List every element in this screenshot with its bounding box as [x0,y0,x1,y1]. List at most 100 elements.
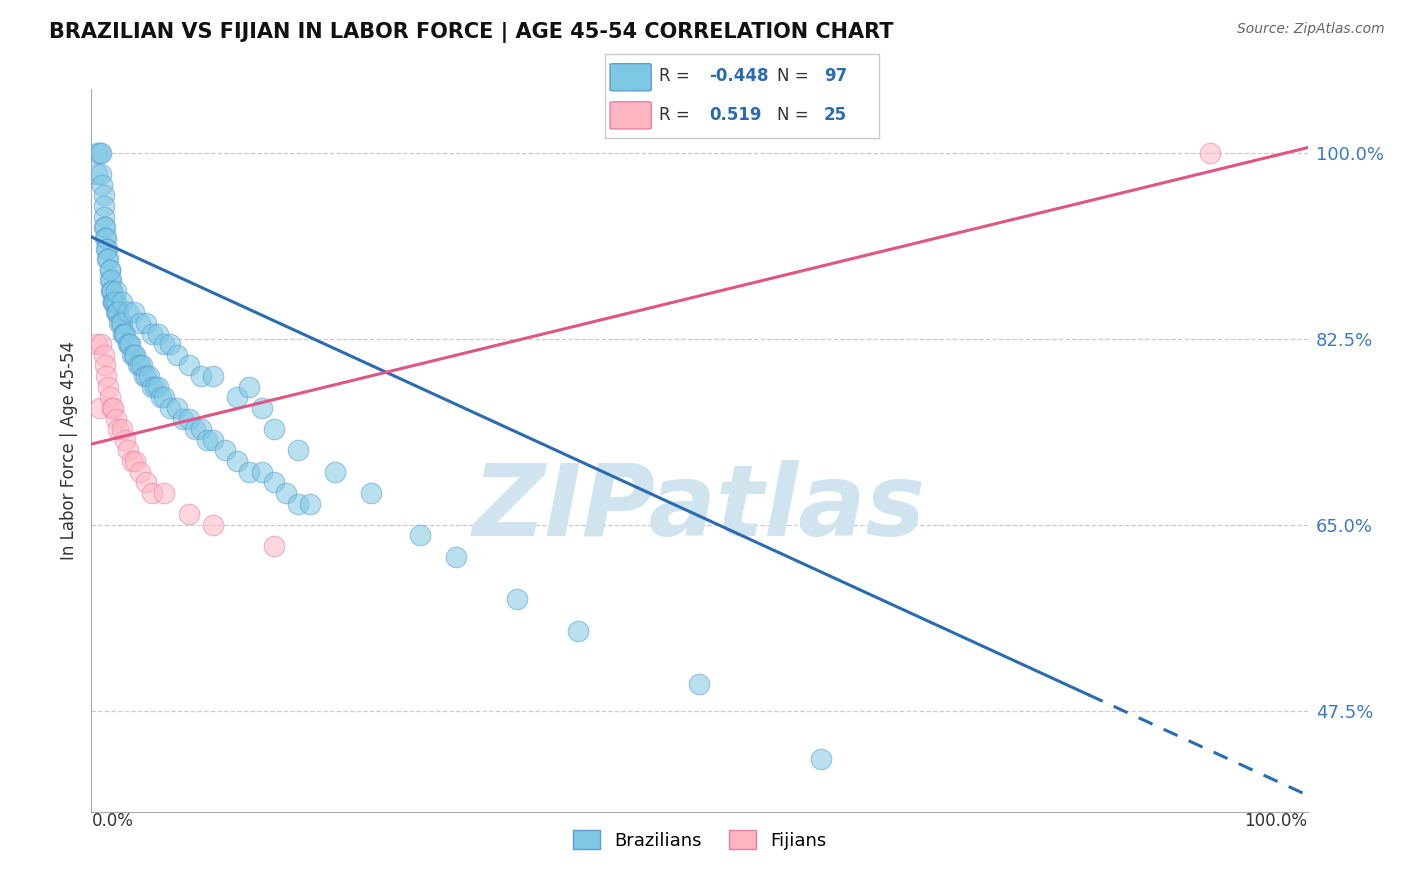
Point [117,443,139,458]
Point [166,401,188,415]
Point [190,369,212,384]
Point [121,454,143,468]
Point [148,326,170,341]
Point [299,497,322,511]
Point [226,454,249,468]
Point [103,294,125,309]
Point [108,316,131,330]
Point [132,369,155,384]
Point [111,422,134,436]
Point [177,411,200,425]
Text: R =: R = [659,105,696,123]
Point [287,497,309,511]
Point [195,433,218,447]
Point [190,422,212,436]
Point [131,359,153,373]
Point [159,337,181,351]
Text: Source: ZipAtlas.com: Source: ZipAtlas.com [1237,22,1385,37]
Point [107,305,129,319]
Point [153,486,176,500]
Point [86,167,108,181]
Point [124,348,146,362]
Text: -0.448: -0.448 [709,68,768,86]
Point [117,337,139,351]
Point [93,220,115,235]
Point [98,390,121,404]
Point [91,178,114,192]
Point [100,273,122,287]
Point [90,167,112,181]
Text: R =: R = [659,68,696,86]
Point [810,751,832,765]
Point [117,305,139,319]
FancyBboxPatch shape [610,63,651,91]
Point [103,294,125,309]
Point [111,294,134,309]
Point [127,359,149,373]
Point [129,316,152,330]
Point [112,326,135,341]
Point [114,326,136,341]
Point [263,539,285,553]
Point [135,316,157,330]
Text: 0.519: 0.519 [709,105,761,123]
Point [250,465,273,479]
Point [97,380,120,394]
Point [172,411,194,425]
Text: 97: 97 [824,68,848,86]
Text: 0.0%: 0.0% [91,812,134,830]
Point [567,624,589,639]
Point [94,231,117,245]
FancyBboxPatch shape [610,102,651,129]
Point [138,369,160,384]
Point [104,305,127,319]
Point [94,359,117,373]
Point [1199,145,1222,160]
Point [93,210,115,224]
Point [149,390,172,404]
Point [101,284,124,298]
Point [129,465,152,479]
Point [94,231,117,245]
Point [98,263,121,277]
Point [96,252,118,267]
Point [177,359,200,373]
Point [100,284,122,298]
Point [202,369,225,384]
Point [105,305,128,319]
Point [94,220,117,235]
Point [202,517,225,532]
Point [323,465,346,479]
Point [86,337,108,351]
Point [98,263,121,277]
Point [148,380,170,394]
Point [506,592,529,607]
Point [263,475,285,490]
Point [143,380,166,394]
Point [94,369,117,384]
Point [93,348,115,362]
Point [110,316,132,330]
Point [444,549,467,564]
Point [111,316,134,330]
Point [98,273,121,287]
Point [103,401,125,415]
Point [409,528,432,542]
Point [93,188,115,202]
Point [120,337,142,351]
Point [360,486,382,500]
Point [90,337,112,351]
Point [121,348,143,362]
Legend: Brazilians, Fijians: Brazilians, Fijians [565,823,834,857]
Point [135,475,157,490]
Point [129,359,152,373]
Point [122,305,145,319]
Point [122,348,145,362]
Point [93,199,115,213]
Point [135,369,157,384]
Point [214,443,236,458]
Point [114,433,136,447]
Point [202,433,225,447]
Point [104,294,127,309]
Point [96,242,118,256]
